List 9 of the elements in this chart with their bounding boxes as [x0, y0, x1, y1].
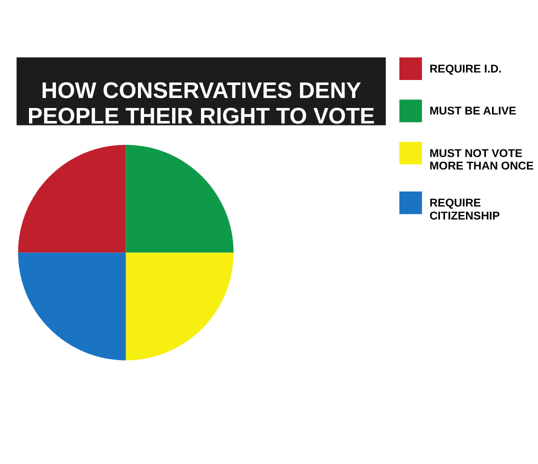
legend-label: REQUIRE I.D.: [429, 63, 502, 76]
legend-label: MUST NOT VOTE MORE THAN ONCE: [429, 148, 534, 173]
text: HOW CONSERVATIVES DENY PEOPLE THEIR RIGHT TO VOTE: [28, 78, 375, 129]
legend-label: MUST BE ALIVE: [429, 106, 517, 118]
pie-slice: [126, 252, 234, 360]
pie-slice: [18, 252, 126, 360]
pie-slice: [126, 144, 234, 253]
pie-slice: [18, 144, 126, 253]
legend-label: REQUIRE CITIZENSHIP: [429, 198, 500, 222]
